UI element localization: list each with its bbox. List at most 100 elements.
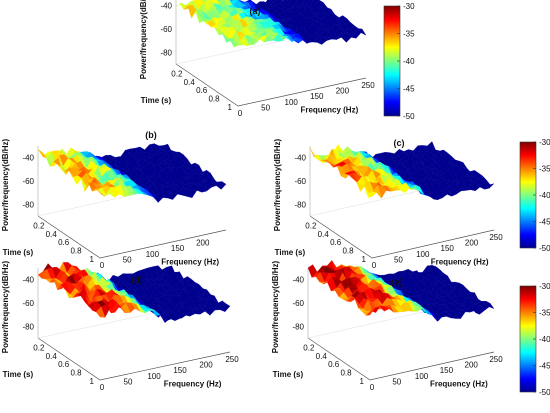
axis-line [37, 215, 227, 259]
x-tick-label: 150 [310, 92, 324, 101]
grid-line [309, 187, 433, 217]
z-tick-label: -80 [160, 48, 172, 57]
y-axis-label: Time (s) [275, 248, 306, 257]
x-tick-label: 150 [441, 244, 455, 253]
y-tick-label: 0.6 [58, 360, 70, 369]
colorbar-tick-label: -40 [539, 335, 550, 344]
y-tick-label: 0.2 [305, 221, 317, 230]
z-tick-label: -60 [160, 25, 172, 34]
x-tick-label: 200 [465, 361, 479, 370]
colorbar-tick-label: -35 [539, 309, 550, 318]
colorbar-tick-label: -45 [539, 218, 550, 227]
spectrogram-panel: 0 50 100 150 200 0.20.40.60.8 1 -40 -60 -80 Freque… [1, 130, 227, 270]
y-tick-label: 1 [90, 255, 95, 264]
x-tick-label: 0 [370, 383, 375, 392]
spectrogram-panel: 0 50 100 150 200 250 0.20.40.60.8 1 -40 -60 -80 Fre… [271, 260, 550, 397]
y-tick-label: 0.4 [184, 78, 196, 87]
y-axis-label: Time (s) [3, 370, 34, 379]
y-tick-label: 0.2 [33, 343, 45, 352]
colorbar-tick-label: -30 [403, 2, 415, 11]
colorbar-tick-label: -35 [539, 165, 550, 174]
x-tick-label: 100 [146, 250, 160, 259]
y-tick-label: 0.6 [328, 360, 340, 369]
z-tick-label: -60 [294, 177, 306, 186]
y-tick-label: 0.4 [316, 352, 328, 361]
z-tick-label: -60 [292, 299, 304, 308]
y-tick-label: 0.8 [70, 369, 82, 378]
x-tick-label: 50 [123, 255, 132, 264]
z-axis-label: Power/frequency(dB/Hz) [139, 0, 148, 79]
z-tick-label: -40 [22, 154, 34, 163]
x-tick-label: 0 [100, 261, 105, 270]
x-tick-label: 150 [440, 366, 454, 375]
x-tick-label: 150 [173, 366, 187, 375]
colorbar-tick-label: -50 [403, 112, 415, 121]
y-tick-label: 0.6 [196, 86, 208, 95]
x-tick-label: 200 [336, 87, 350, 96]
colorbar-tick-label: -40 [403, 57, 415, 66]
x-tick-label: 200 [199, 361, 213, 370]
z-tick-label: -80 [22, 200, 34, 209]
x-tick-label: 250 [489, 355, 503, 364]
x-tick-label: 250 [489, 233, 503, 242]
axis-line [37, 337, 231, 381]
y-tick-label: 1 [228, 103, 233, 112]
z-tick-label: -60 [22, 299, 34, 308]
x-axis-label: Frequency (Hz) [300, 106, 358, 115]
z-tick-label: -80 [292, 322, 304, 331]
x-axis-label: Frequency (Hz) [164, 380, 222, 389]
y-tick-label: 1 [362, 255, 367, 264]
surface-patch [309, 147, 319, 158]
x-tick-label: 50 [392, 377, 401, 386]
y-axis-label: Time (s) [3, 248, 34, 257]
z-axis-label: Power/frequency(dB/Hz) [273, 138, 282, 231]
panel-label: (e) [392, 277, 403, 287]
z-axis-label: Power/frequency(dB/Hz) [271, 260, 280, 353]
y-tick-label: 0.2 [33, 221, 45, 230]
panel-label: (a) [250, 6, 261, 16]
z-tick-label: -80 [22, 322, 34, 331]
x-tick-label: 0 [100, 383, 105, 392]
surface-patch [96, 188, 105, 197]
z-tick-label: -80 [294, 200, 306, 209]
surface-patch [295, 0, 300, 3]
colorbar-tick-label: -35 [403, 30, 415, 39]
y-axis-label: Time (s) [273, 370, 304, 379]
y-axis-label: Time (s) [141, 96, 172, 105]
colorbar-tick-label: -30 [539, 138, 550, 147]
surface-patch [234, 40, 244, 48]
surface-patch [95, 306, 106, 318]
y-tick-label: 0.2 [303, 343, 315, 352]
y-tick-label: 0.6 [330, 238, 342, 247]
x-tick-label: 50 [394, 255, 403, 264]
x-tick-label: 50 [124, 377, 133, 386]
spectrogram-panel: 0 50 100 150 200 250 0.20.40.60.8 1 -40 -60 -80 Fre… [273, 138, 550, 270]
y-tick-label: 0.8 [70, 247, 82, 256]
colorbar-tick-label: -50 [539, 244, 550, 253]
y-tick-label: 0.4 [318, 230, 330, 239]
y-tick-label: 0.8 [208, 95, 220, 104]
axis-line [307, 337, 495, 381]
x-tick-label: 0 [238, 109, 243, 118]
panel-label: (c) [394, 138, 405, 148]
y-tick-label: 0.8 [342, 247, 354, 256]
z-tick-label: -60 [22, 177, 34, 186]
x-tick-label: 250 [361, 81, 375, 90]
panel-label: (d) [131, 275, 143, 285]
z-axis-label: Power/frequency(dB/Hz) [1, 260, 10, 353]
axis-line [309, 215, 495, 259]
axis-line [175, 63, 367, 107]
x-tick-label: 250 [225, 355, 239, 364]
colorbar-tick-label: -30 [539, 282, 550, 291]
panel-label: (b) [145, 130, 157, 140]
grid-line [307, 309, 433, 339]
y-tick-label: 0.6 [58, 238, 70, 247]
x-tick-label: 0 [372, 261, 377, 270]
y-tick-label: 0.8 [340, 369, 352, 378]
y-tick-label: 1 [360, 377, 365, 386]
z-tick-label: -40 [22, 276, 34, 285]
y-tick-label: 1 [90, 377, 95, 386]
spectrogram-panel: 0 50 100 150 200 250 0.20.40.60.8 1 -40 -60 -80 Fre… [139, 0, 415, 121]
z-tick-label: -40 [160, 2, 172, 11]
